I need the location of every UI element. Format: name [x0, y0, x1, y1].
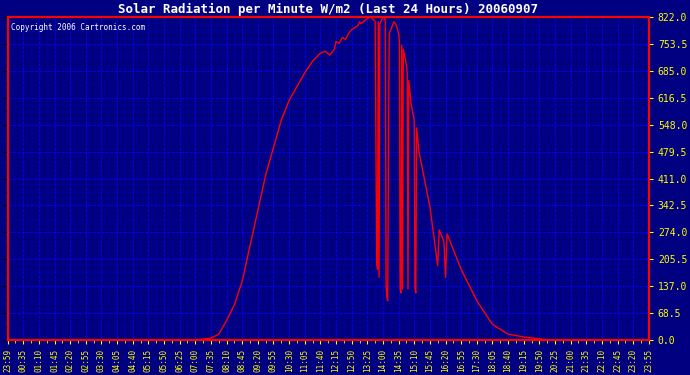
Text: Copyright 2006 Cartronics.com: Copyright 2006 Cartronics.com [11, 24, 145, 33]
Title: Solar Radiation per Minute W/m2 (Last 24 Hours) 20060907: Solar Radiation per Minute W/m2 (Last 24… [118, 3, 538, 16]
